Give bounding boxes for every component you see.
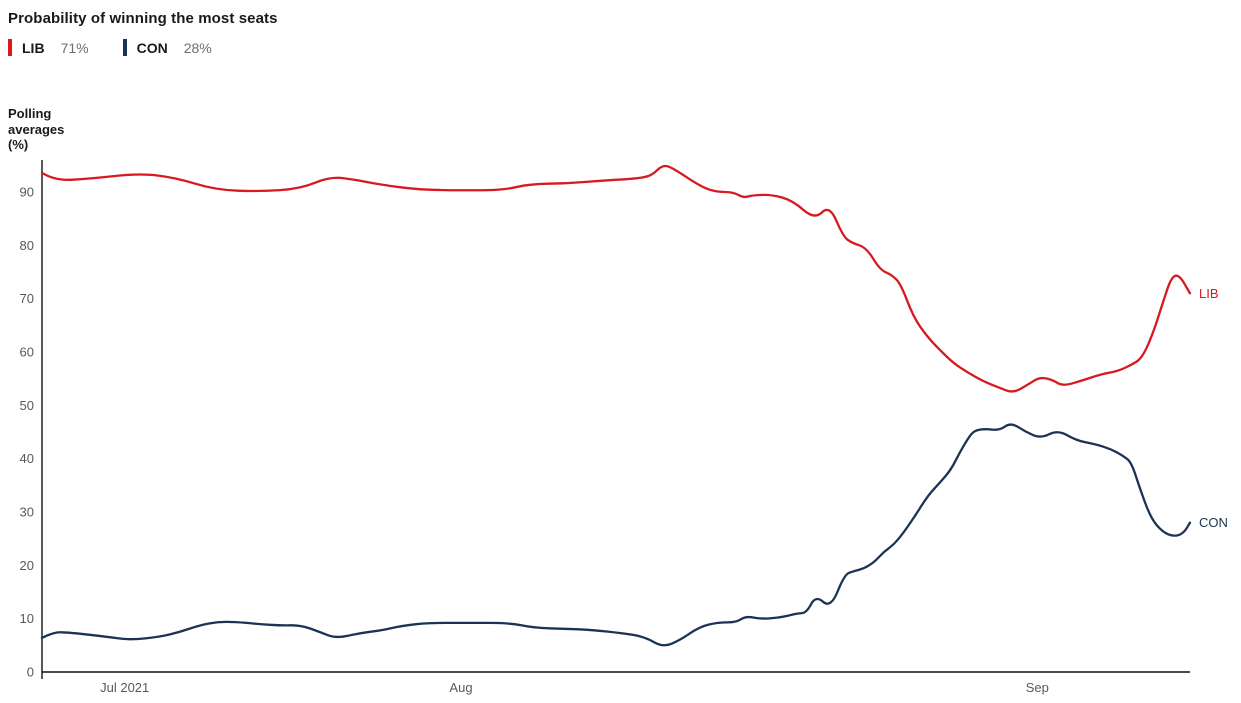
lib-color-swatch	[8, 39, 12, 56]
y-axis-title-line: averages	[8, 121, 65, 137]
con-legend-label: CON	[136, 39, 168, 56]
y-tick-label: 70	[20, 291, 34, 306]
lib-legend-label: LIB	[22, 39, 45, 56]
y-axis-title: Polling averages (%)	[8, 106, 64, 153]
y-tick-label: 30	[20, 505, 34, 520]
con-color-swatch	[122, 39, 127, 56]
y-tick-label: 60	[20, 345, 34, 360]
y-tick-label: 50	[20, 398, 34, 413]
con-legend-value: 28%	[183, 39, 212, 56]
y-tick-label: 80	[20, 238, 34, 253]
con-line	[40, 423, 1192, 647]
legend-item-con: CON 28%	[122, 39, 212, 56]
x-tick-label: Sep	[1026, 680, 1049, 695]
lib-legend-value: 71%	[60, 39, 89, 56]
x-tick-label: Jul 2021	[100, 680, 149, 695]
y-tick-label: 10	[20, 611, 34, 626]
con-line-label: CON	[1199, 515, 1228, 530]
y-axis-title-line: Polling	[8, 106, 52, 121]
lib-line	[40, 164, 1192, 393]
chart-title: Probability of winning the most seats	[8, 10, 278, 27]
chart-legend: LIB 71% CON 28%	[8, 39, 212, 56]
y-tick-label: 40	[20, 451, 34, 466]
legend-item-lib: LIB 71%	[8, 39, 89, 56]
lib-line-label: LIB	[1199, 286, 1219, 301]
x-tick-label: Aug	[449, 680, 472, 695]
y-axis-title-line: (%)	[8, 137, 29, 153]
y-tick-label: 20	[20, 558, 34, 573]
y-tick-label: 0	[27, 665, 34, 680]
y-tick-label: 90	[20, 185, 34, 200]
